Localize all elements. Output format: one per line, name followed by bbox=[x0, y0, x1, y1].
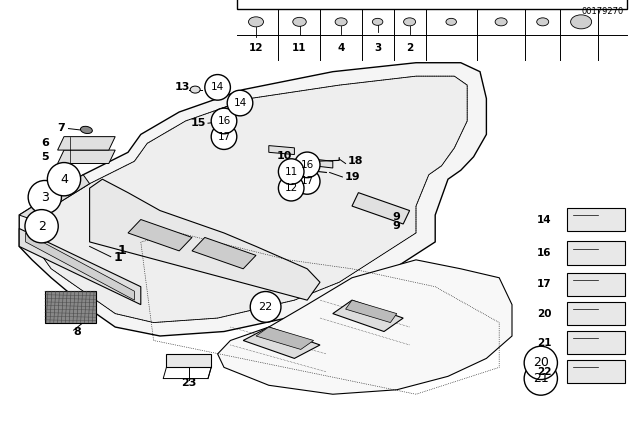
Polygon shape bbox=[19, 63, 486, 336]
Text: 11: 11 bbox=[285, 167, 298, 177]
Ellipse shape bbox=[228, 116, 236, 122]
Polygon shape bbox=[45, 291, 96, 323]
Text: 00179270: 00179270 bbox=[582, 7, 624, 16]
Text: 7: 7 bbox=[57, 123, 65, 133]
Circle shape bbox=[28, 181, 61, 214]
Text: 5: 5 bbox=[41, 152, 49, 162]
Polygon shape bbox=[352, 193, 410, 224]
Text: 16: 16 bbox=[218, 116, 230, 126]
Polygon shape bbox=[19, 175, 90, 220]
Text: 1: 1 bbox=[117, 244, 126, 258]
Text: 14: 14 bbox=[211, 82, 224, 92]
Text: 17: 17 bbox=[537, 280, 551, 289]
Text: 4: 4 bbox=[60, 172, 68, 186]
Text: 10: 10 bbox=[277, 151, 292, 161]
Polygon shape bbox=[192, 237, 256, 269]
Text: 9: 9 bbox=[393, 221, 401, 231]
Text: 2: 2 bbox=[38, 220, 45, 233]
Text: 3: 3 bbox=[41, 190, 49, 204]
Text: 8: 8 bbox=[73, 327, 81, 336]
Circle shape bbox=[278, 159, 304, 185]
Polygon shape bbox=[58, 137, 115, 150]
Text: 15: 15 bbox=[191, 118, 206, 128]
Text: 4: 4 bbox=[337, 43, 345, 52]
Text: 21: 21 bbox=[537, 338, 551, 348]
Text: 12: 12 bbox=[249, 43, 263, 52]
Circle shape bbox=[25, 210, 58, 243]
Ellipse shape bbox=[335, 18, 347, 26]
Circle shape bbox=[524, 346, 557, 379]
Text: 9: 9 bbox=[393, 212, 401, 222]
FancyBboxPatch shape bbox=[237, 0, 627, 9]
FancyBboxPatch shape bbox=[567, 208, 625, 231]
Polygon shape bbox=[314, 159, 333, 168]
Text: 12: 12 bbox=[285, 183, 298, 193]
Ellipse shape bbox=[571, 15, 591, 29]
Polygon shape bbox=[166, 354, 211, 367]
Circle shape bbox=[294, 168, 320, 194]
Circle shape bbox=[205, 74, 230, 100]
Text: 17: 17 bbox=[301, 177, 314, 186]
FancyBboxPatch shape bbox=[567, 331, 625, 354]
Text: 21: 21 bbox=[533, 372, 548, 385]
Polygon shape bbox=[333, 300, 403, 332]
Text: 22: 22 bbox=[259, 302, 273, 312]
Text: 2: 2 bbox=[406, 43, 413, 52]
Ellipse shape bbox=[372, 18, 383, 26]
Text: 23: 23 bbox=[181, 378, 196, 388]
Text: 20: 20 bbox=[537, 309, 551, 319]
Polygon shape bbox=[269, 146, 294, 155]
Text: 14: 14 bbox=[234, 98, 246, 108]
Text: 16: 16 bbox=[301, 160, 314, 170]
Text: 11: 11 bbox=[292, 43, 307, 52]
Text: 22: 22 bbox=[537, 367, 551, 377]
Ellipse shape bbox=[446, 18, 456, 26]
FancyBboxPatch shape bbox=[567, 273, 625, 296]
Ellipse shape bbox=[292, 17, 307, 26]
Circle shape bbox=[524, 362, 557, 395]
Circle shape bbox=[211, 124, 237, 150]
Polygon shape bbox=[218, 260, 512, 394]
Polygon shape bbox=[90, 179, 320, 300]
Polygon shape bbox=[256, 327, 314, 349]
Circle shape bbox=[278, 175, 304, 201]
Polygon shape bbox=[32, 76, 467, 323]
Polygon shape bbox=[346, 300, 397, 323]
Ellipse shape bbox=[190, 86, 200, 93]
Text: 17: 17 bbox=[218, 132, 230, 142]
FancyBboxPatch shape bbox=[567, 360, 625, 383]
Text: 14: 14 bbox=[537, 215, 551, 224]
Text: 18: 18 bbox=[348, 156, 363, 166]
Text: 3: 3 bbox=[374, 43, 381, 52]
FancyBboxPatch shape bbox=[567, 302, 625, 325]
Text: 20: 20 bbox=[533, 356, 548, 370]
Text: 1: 1 bbox=[114, 251, 123, 264]
Ellipse shape bbox=[248, 17, 264, 27]
Circle shape bbox=[211, 108, 237, 134]
FancyBboxPatch shape bbox=[567, 241, 625, 265]
Polygon shape bbox=[243, 327, 320, 358]
Ellipse shape bbox=[495, 18, 507, 26]
Circle shape bbox=[227, 90, 253, 116]
Circle shape bbox=[250, 292, 281, 322]
Polygon shape bbox=[58, 150, 115, 164]
Circle shape bbox=[47, 163, 81, 196]
Text: 6: 6 bbox=[41, 138, 49, 148]
Polygon shape bbox=[26, 233, 134, 300]
Text: 19: 19 bbox=[344, 172, 360, 182]
Polygon shape bbox=[128, 220, 192, 251]
Text: 13: 13 bbox=[175, 82, 190, 92]
Circle shape bbox=[294, 152, 320, 178]
Ellipse shape bbox=[81, 126, 92, 134]
Polygon shape bbox=[19, 228, 141, 305]
Ellipse shape bbox=[404, 18, 415, 26]
Ellipse shape bbox=[537, 18, 548, 26]
Text: 16: 16 bbox=[537, 248, 551, 258]
